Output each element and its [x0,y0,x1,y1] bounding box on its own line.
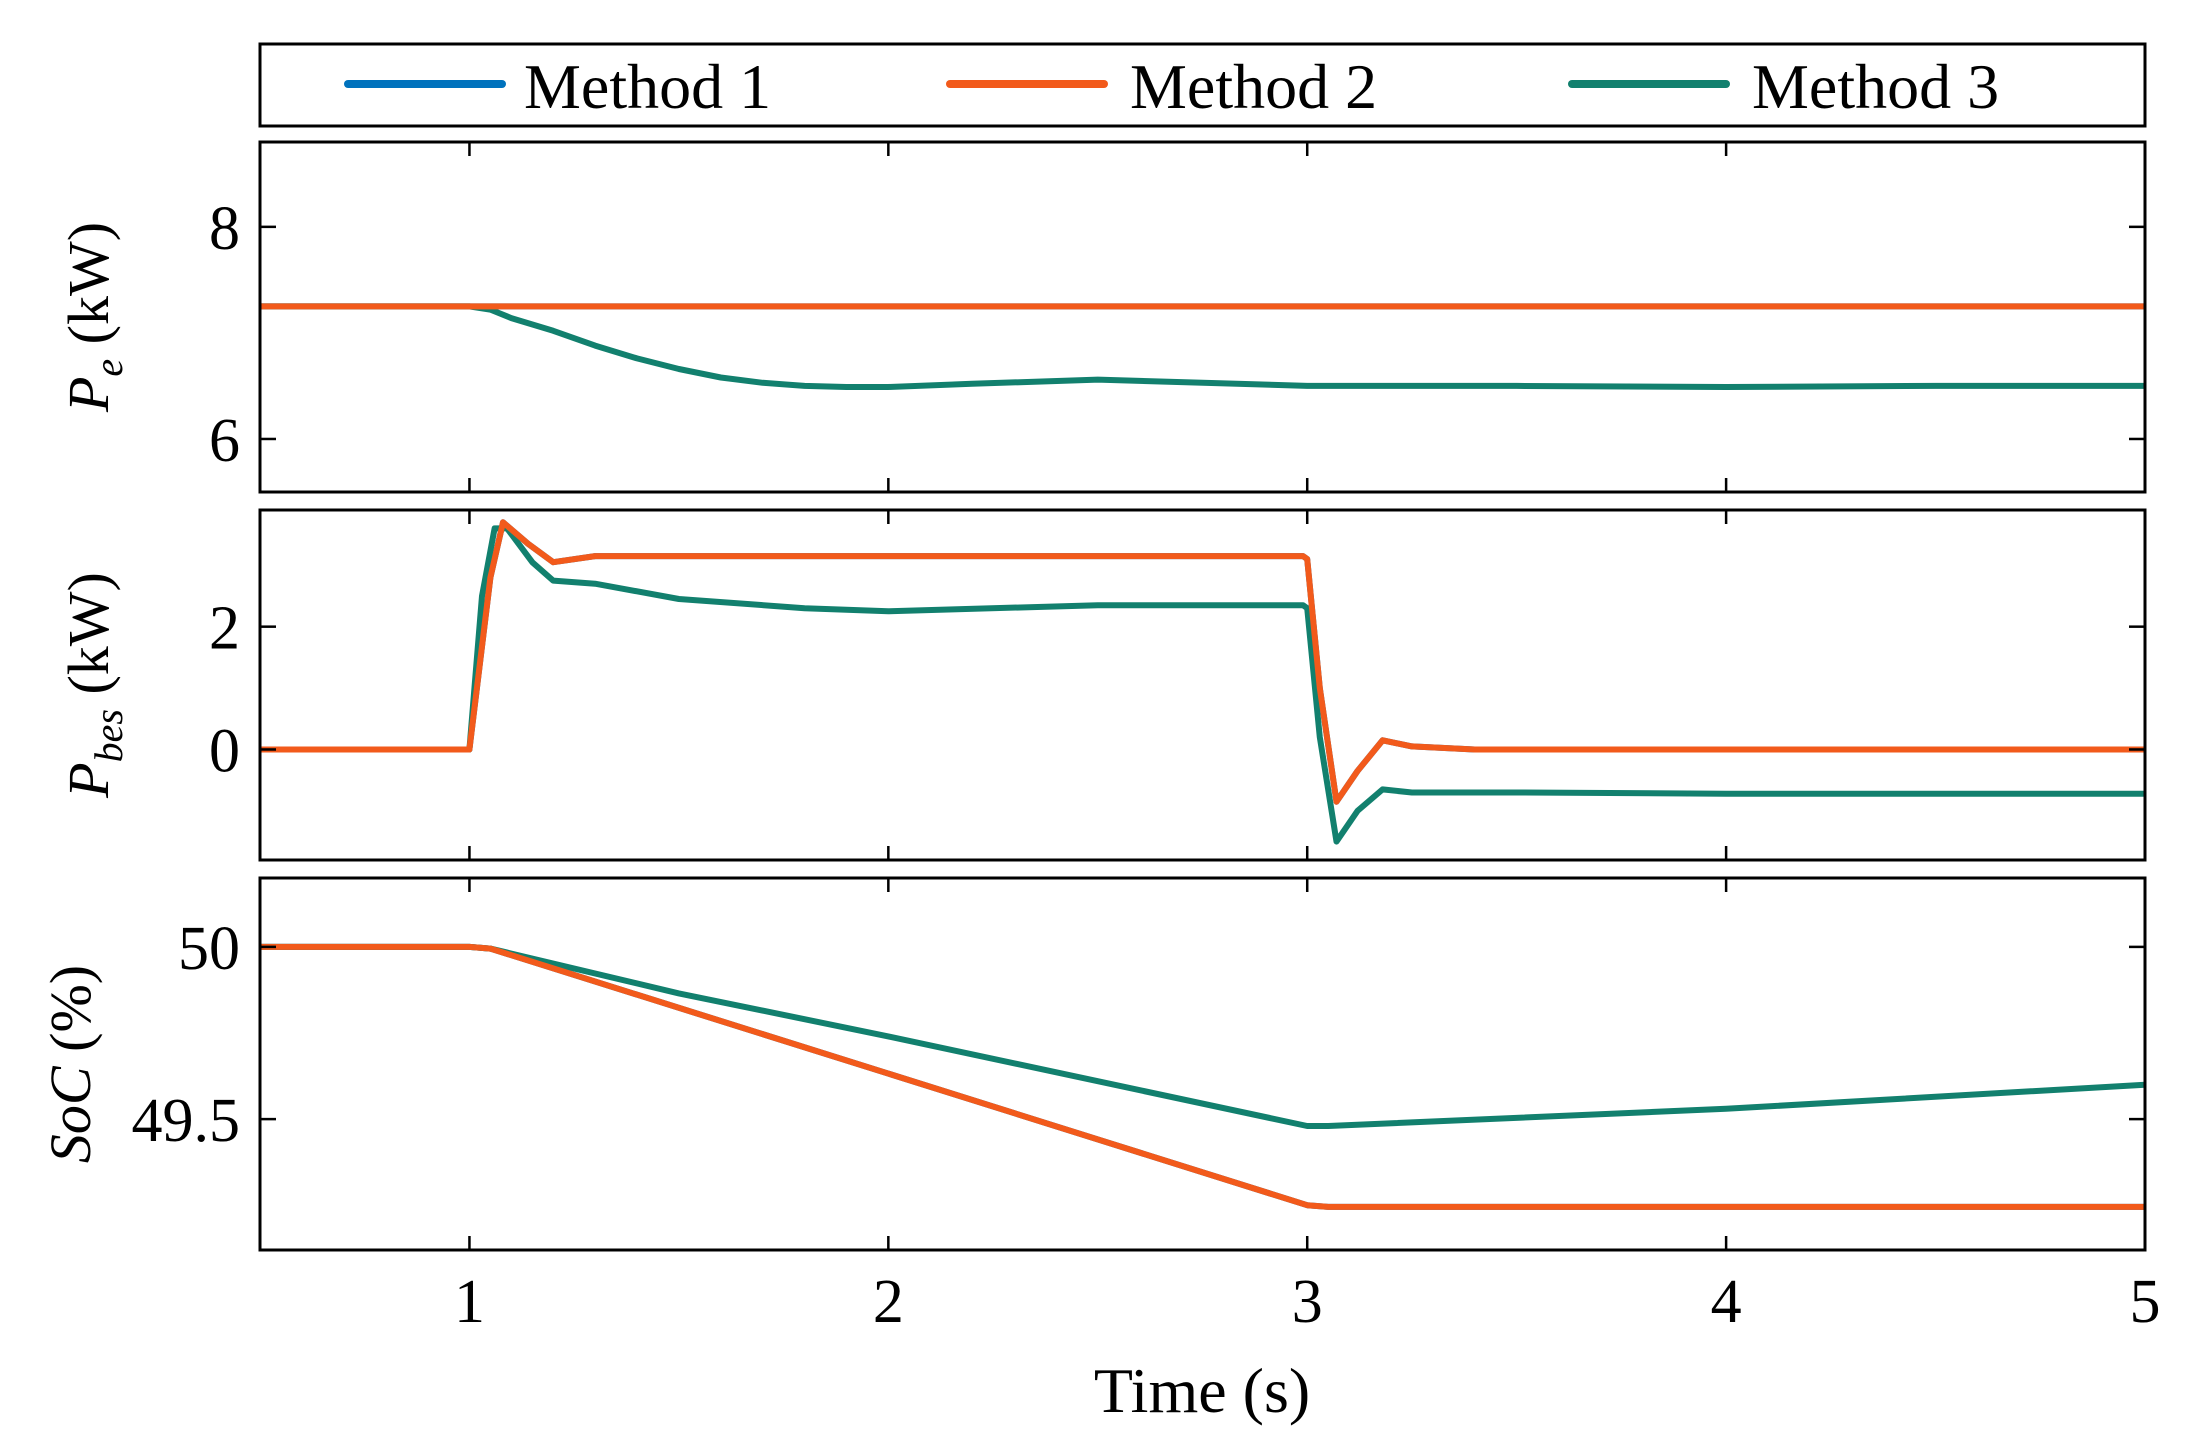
x-tick-label: 3 [1292,1268,1323,1336]
pbes-ylabel-unit: (kW) [56,572,121,709]
pbes-series [260,519,2145,845]
soc-line-method-1 [260,943,2145,1210]
x-tick-label: 4 [1711,1268,1742,1336]
pbes-ticks: 02 [209,510,2147,860]
soc-axes-frame [258,876,2147,1252]
pbes-axes-frame [258,508,2147,862]
pe-axes-frame [258,140,2147,494]
legend-label-method-2: Method 2 [1130,51,1377,122]
pe-series [260,303,2145,390]
pe-ytick-label: 8 [209,195,240,263]
pbes-ylabel: Pbes (kW) [56,572,131,799]
panel-pe: 68 Pe (kW) [56,140,2147,494]
x-axis-label: Time (s) [1094,1355,1310,1426]
x-tick-label: 2 [873,1268,904,1336]
soc-ylabel-main: SoC [38,1065,103,1163]
legend: Method 1 Method 2 Method 3 [258,42,2147,128]
soc-ytick-label: 49.5 [132,1087,241,1155]
pe-ticks: 68 [209,142,2147,492]
pbes-line-method-3 [260,525,2145,845]
x-tick-labels: 1 2 3 4 5 [454,1268,2161,1336]
pe-ytick-label: 6 [209,407,240,475]
soc-ylabel-unit: (%) [38,965,103,1066]
pbes-line-method-1 [260,519,2145,805]
x-tick-label: 1 [454,1268,485,1336]
panel-soc: 49.5 50 SoC (%) [38,876,2147,1252]
pbes-line-method-2 [260,519,2145,805]
pe-ylabel: Pe (kW) [56,222,131,413]
soc-line-method-2 [260,943,2145,1210]
soc-line-method-3 [260,943,2145,1129]
soc-ytick-label: 50 [178,915,240,983]
x-tick-label: 5 [2130,1268,2161,1336]
legend-box [258,42,2147,128]
pe-ylabel-main: P [56,377,121,413]
legend-label-method-1: Method 1 [524,51,771,122]
pe-line-method-3 [260,303,2145,390]
pbes-ytick-label: 2 [209,595,240,663]
pbes-ylabel-sub: bes [86,709,131,762]
panel-pbes: 02 Pbes (kW) [56,508,2147,862]
pe-ylabel-unit: (kW) [56,222,121,359]
pe-ylabel-sub: e [86,359,131,377]
soc-ticks: 49.5 50 [132,878,2147,1250]
legend-label-method-3: Method 3 [1752,51,1999,122]
soc-series [260,943,2145,1210]
soc-ylabel: SoC (%) [38,965,103,1163]
pbes-ylabel-main: P [56,762,121,798]
pbes-ytick-label: 0 [209,717,240,785]
